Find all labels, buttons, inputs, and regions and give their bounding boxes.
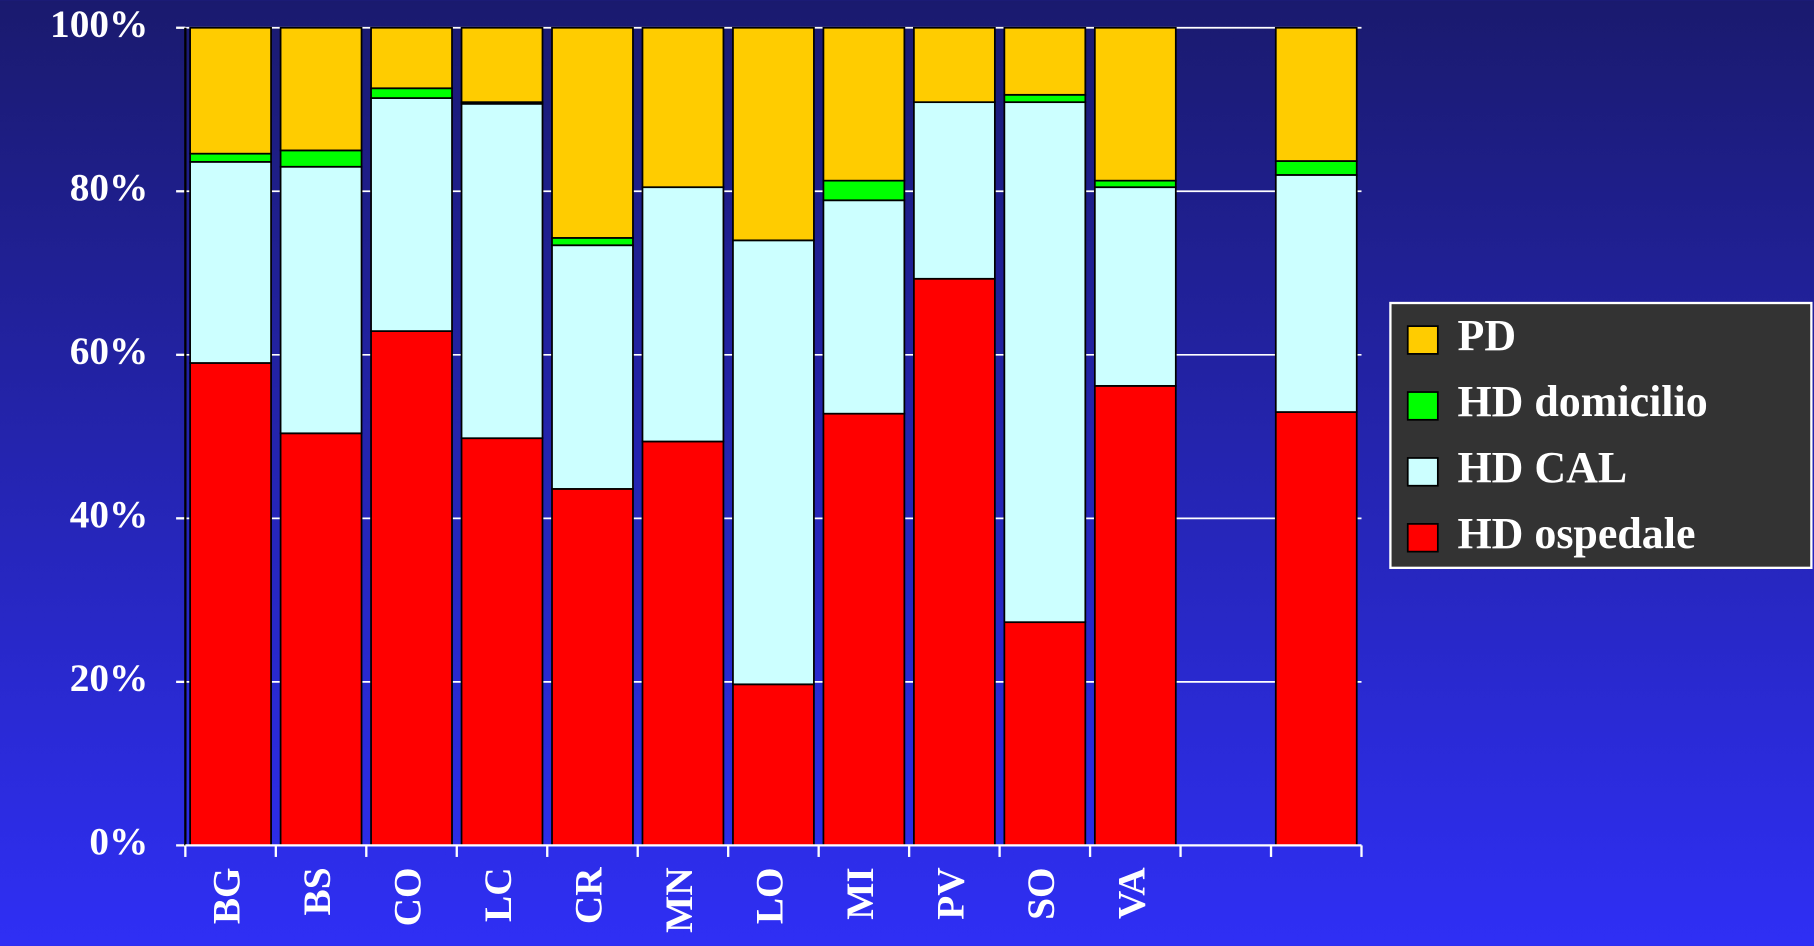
bar-segment <box>370 26 453 90</box>
legend-swatch <box>1406 457 1439 487</box>
legend-label: HD domicilio <box>1457 377 1707 426</box>
bar-segment <box>1003 93 1087 104</box>
bar-segment <box>551 488 634 847</box>
bar-segment <box>1093 179 1177 189</box>
bar-segment <box>1003 101 1087 624</box>
y-tick-label: 100% <box>50 2 148 46</box>
bar-segment <box>551 237 634 247</box>
bar-segment <box>279 149 363 168</box>
bar-segment <box>460 26 544 104</box>
x-tick-label: PV <box>928 867 972 919</box>
bar-segment <box>1274 174 1358 413</box>
bar-segment <box>913 26 996 104</box>
bar-segment <box>370 87 453 99</box>
bar-segment <box>641 186 725 443</box>
bar-segment <box>1003 26 1087 96</box>
y-tick-label: 0% <box>89 819 148 863</box>
bar-segment <box>641 440 725 847</box>
y-tick-label: 80% <box>70 165 149 209</box>
bar-segment <box>370 330 453 847</box>
x-tick-label: LC <box>476 867 520 922</box>
bar-segment <box>279 432 363 847</box>
bar-segment <box>279 26 363 152</box>
bar-segment <box>913 277 996 847</box>
bar-segment <box>460 102 544 440</box>
bar-segment <box>460 437 544 847</box>
y-tick-label: 20% <box>70 656 149 700</box>
bar-segment <box>822 179 906 202</box>
bar-segment <box>641 26 725 189</box>
bar-segment <box>1274 160 1358 176</box>
x-tick-label: LO <box>747 867 791 924</box>
legend-label: HD ospedale <box>1457 509 1695 558</box>
legend-swatch <box>1406 325 1439 355</box>
bar-segment <box>1093 186 1177 387</box>
bar-segment <box>732 683 815 847</box>
bar-segment <box>732 239 815 686</box>
bar-segment <box>913 101 996 280</box>
bar-segment <box>551 26 634 239</box>
bar-segment <box>1093 385 1177 847</box>
bar-segment <box>1093 26 1177 182</box>
bar-segment <box>1003 621 1087 847</box>
legend-box <box>1389 301 1813 569</box>
x-tick-label: CR <box>567 867 611 924</box>
x-tick-label: BS <box>295 867 339 915</box>
bar-segment <box>551 244 634 490</box>
x-tick-label: MN <box>657 867 701 932</box>
legend-label: HD CAL <box>1457 443 1627 492</box>
bar-segment <box>189 362 272 847</box>
bar-segment <box>1274 411 1358 847</box>
bar-segment <box>822 412 906 847</box>
bar-segment <box>189 160 272 364</box>
bar-segment <box>1274 26 1358 162</box>
bar-segment <box>370 97 453 332</box>
legend-swatch <box>1406 391 1439 421</box>
bar-segment <box>822 199 906 415</box>
x-tick-label: VA <box>1109 867 1153 919</box>
x-tick-label: MI <box>838 867 882 919</box>
y-tick-label: 60% <box>70 329 149 373</box>
bar-segment <box>189 26 272 155</box>
x-tick-label: CO <box>386 867 430 926</box>
bar-segment <box>822 26 906 182</box>
bar-segment <box>732 26 815 242</box>
x-tick-label: SO <box>1019 867 1063 919</box>
y-tick-label: 40% <box>70 492 149 536</box>
legend-label: PD <box>1457 311 1516 360</box>
bar-segment <box>279 165 363 435</box>
x-tick-label: BG <box>205 867 249 924</box>
legend-swatch <box>1406 523 1439 553</box>
bar-segment <box>189 152 272 163</box>
